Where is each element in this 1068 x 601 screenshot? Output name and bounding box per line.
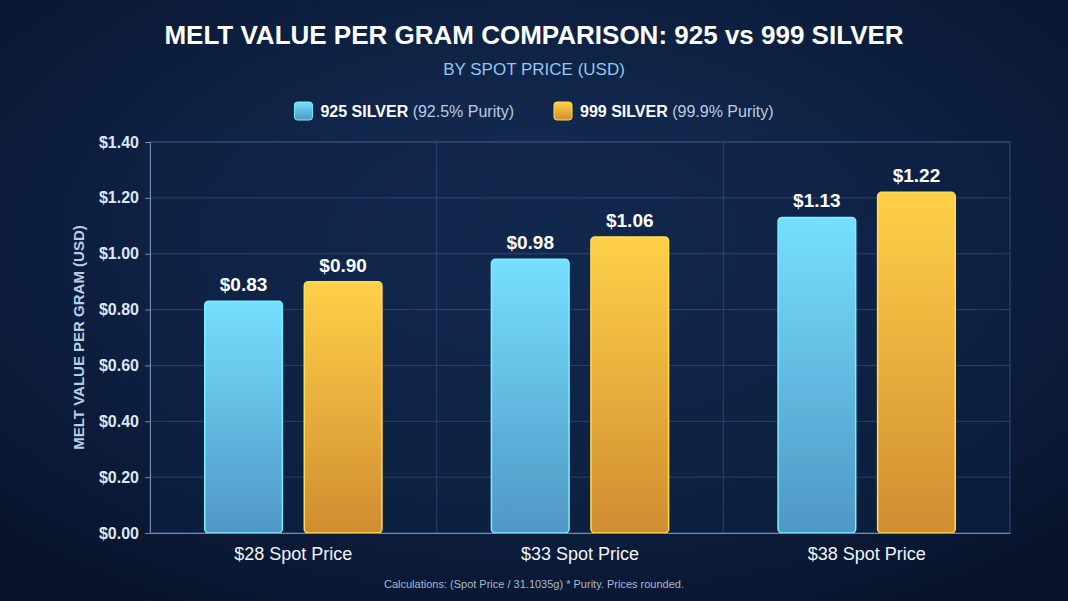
y-tick-mark	[145, 533, 150, 534]
annotation: Calculations: (Spot Price / 31.1035g) * …	[384, 578, 684, 590]
legend-swatch	[294, 102, 312, 120]
y-tick: $0.00	[99, 525, 150, 542]
data-label: $1.13	[793, 190, 841, 211]
legend-swatch	[554, 102, 572, 120]
y-axis: $0.00 $0.20 $0.40 $0.60 $0.80 $1.00 $1.20 $1.40	[99, 134, 151, 542]
data-label: $0.90	[319, 255, 367, 276]
y-tick: $0.80	[99, 301, 150, 318]
x-tick-label: $28 Spot Price	[234, 544, 352, 564]
y-tick-mark	[145, 254, 150, 255]
y-tick-label: $0.20	[99, 469, 139, 486]
y-tick: $1.20	[99, 189, 150, 206]
y-tick-label: $1.20	[99, 189, 139, 206]
background	[0, 0, 1068, 601]
data-label: $0.83	[220, 274, 268, 295]
y-tick: $0.40	[99, 413, 150, 430]
y-tick-mark	[145, 421, 150, 422]
y-axis-line	[145, 143, 151, 534]
y-tick: $1.00	[99, 245, 150, 262]
legend: 925 SILVER (92.5% Purity) 999 SILVER (99.…	[294, 102, 773, 120]
y-tick-label: $0.40	[99, 413, 139, 430]
y-tick-mark	[145, 365, 150, 366]
y-tick-label: $1.40	[99, 134, 139, 151]
data-labels: $0.83 $0.98 $1.13 $0.90 $1.06 $1.22	[220, 165, 940, 295]
y-tick-mark	[145, 142, 150, 143]
grid	[150, 142, 1010, 533]
x-tick-label: $33 Spot Price	[521, 544, 639, 564]
y-tick: $1.40	[99, 134, 150, 151]
y-tick-label: $0.00	[99, 525, 139, 542]
x-axis: $28 Spot Price $33 Spot Price $38 Spot Pri…	[151, 534, 1011, 564]
bar	[491, 259, 569, 533]
grid-line	[150, 142, 1010, 143]
y-axis-title: MELT VALUE PER GRAM (USD)	[70, 225, 87, 449]
chart: MELT VALUE PER GRAM COMPARISON: 925 vs 9…	[0, 0, 1068, 601]
group-divider	[436, 142, 437, 533]
y-tick-mark	[145, 477, 150, 478]
y-tick: $0.20	[99, 469, 150, 486]
y-tick: $0.60	[99, 357, 150, 374]
bar	[205, 301, 283, 533]
x-tick: $33 Spot Price	[521, 544, 639, 564]
title: MELT VALUE PER GRAM COMPARISON: 925 vs 9…	[164, 20, 903, 50]
bar	[778, 217, 856, 533]
bar	[878, 192, 956, 533]
group-divider	[723, 142, 724, 533]
bar	[304, 282, 382, 533]
legend-label: 925 SILVER (92.5% Purity)	[320, 103, 514, 120]
x-axis-line	[151, 533, 1011, 534]
y-tick-label: $0.80	[99, 301, 139, 318]
legend-item: 925 SILVER (92.5% Purity)	[294, 102, 514, 120]
subtitle: BY SPOT PRICE (USD)	[443, 60, 625, 79]
legend-item: 999 SILVER (99.9% Purity)	[554, 102, 774, 120]
bars	[205, 192, 956, 533]
plot-area	[150, 142, 1010, 533]
legend-label: 999 SILVER (99.9% Purity)	[580, 103, 774, 120]
x-tick-label: $38 Spot Price	[808, 544, 926, 564]
data-label: $1.06	[606, 210, 654, 231]
x-tick: $38 Spot Price	[808, 544, 926, 564]
y-tick-label: $1.00	[99, 245, 139, 262]
bar	[591, 237, 669, 533]
data-label: $0.98	[506, 232, 554, 253]
y-tick-label: $0.60	[99, 357, 139, 374]
y-tick-mark	[145, 310, 150, 311]
y-tick-mark	[145, 198, 150, 199]
data-label: $1.22	[893, 165, 941, 186]
x-tick: $28 Spot Price	[234, 544, 352, 564]
